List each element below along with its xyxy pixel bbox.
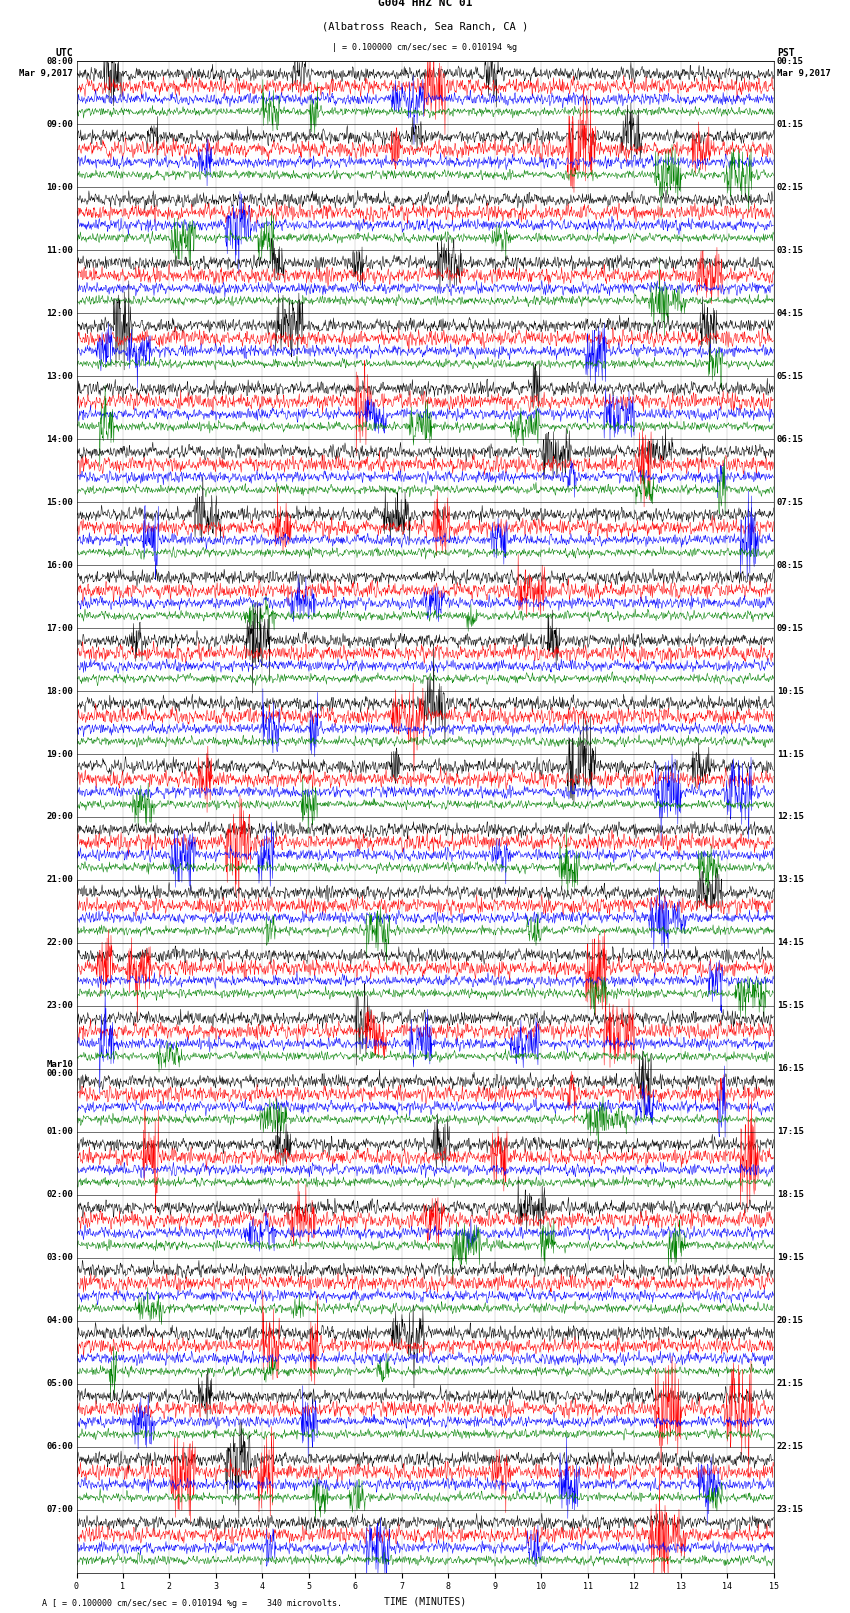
Text: 01:00: 01:00 <box>46 1127 73 1136</box>
Text: 03:00: 03:00 <box>46 1253 73 1263</box>
Text: Mar10
00:00: Mar10 00:00 <box>46 1060 73 1077</box>
Text: | = 0.100000 cm/sec/sec = 0.010194 %g: | = 0.100000 cm/sec/sec = 0.010194 %g <box>332 44 518 52</box>
Text: PST: PST <box>777 48 795 58</box>
Text: 15:15: 15:15 <box>777 1002 804 1010</box>
Text: 06:00: 06:00 <box>46 1442 73 1452</box>
Text: (Albatross Reach, Sea Ranch, CA ): (Albatross Reach, Sea Ranch, CA ) <box>322 21 528 31</box>
Text: 19:00: 19:00 <box>46 750 73 758</box>
Text: 16:00: 16:00 <box>46 561 73 569</box>
Text: 09:00: 09:00 <box>46 119 73 129</box>
Text: 01:15: 01:15 <box>777 119 804 129</box>
Text: 11:00: 11:00 <box>46 245 73 255</box>
Text: 23:15: 23:15 <box>777 1505 804 1515</box>
Text: 21:15: 21:15 <box>777 1379 804 1389</box>
Text: 00:15: 00:15 <box>777 56 804 66</box>
Text: 13:00: 13:00 <box>46 371 73 381</box>
Text: 03:15: 03:15 <box>777 245 804 255</box>
Text: 19:15: 19:15 <box>777 1253 804 1263</box>
Text: 15:00: 15:00 <box>46 498 73 506</box>
Text: 07:00: 07:00 <box>46 1505 73 1515</box>
Text: 22:00: 22:00 <box>46 939 73 947</box>
Text: 21:00: 21:00 <box>46 876 73 884</box>
Text: 14:15: 14:15 <box>777 939 804 947</box>
Text: 17:15: 17:15 <box>777 1127 804 1136</box>
Text: 05:15: 05:15 <box>777 371 804 381</box>
Text: A [ = 0.100000 cm/sec/sec = 0.010194 %g =    340 microvolts.: A [ = 0.100000 cm/sec/sec = 0.010194 %g … <box>42 1598 343 1608</box>
Text: 08:15: 08:15 <box>777 561 804 569</box>
Text: 05:00: 05:00 <box>46 1379 73 1389</box>
Text: 14:00: 14:00 <box>46 434 73 444</box>
Text: 02:00: 02:00 <box>46 1190 73 1200</box>
Text: 12:15: 12:15 <box>777 813 804 821</box>
Text: 20:15: 20:15 <box>777 1316 804 1326</box>
Text: Mar 9,2017: Mar 9,2017 <box>777 69 830 77</box>
Text: UTC: UTC <box>55 48 73 58</box>
Text: 18:00: 18:00 <box>46 687 73 695</box>
Text: 23:00: 23:00 <box>46 1002 73 1010</box>
Text: G004 HHZ NC 01: G004 HHZ NC 01 <box>377 0 473 8</box>
Text: 12:00: 12:00 <box>46 308 73 318</box>
Text: 13:15: 13:15 <box>777 876 804 884</box>
Text: 10:15: 10:15 <box>777 687 804 695</box>
Text: 08:00: 08:00 <box>46 56 73 66</box>
Text: 10:00: 10:00 <box>46 182 73 192</box>
Text: 16:15: 16:15 <box>777 1065 804 1073</box>
Text: 20:00: 20:00 <box>46 813 73 821</box>
Text: Mar 9,2017: Mar 9,2017 <box>20 69 73 77</box>
X-axis label: TIME (MINUTES): TIME (MINUTES) <box>384 1597 466 1607</box>
Text: 11:15: 11:15 <box>777 750 804 758</box>
Text: 17:00: 17:00 <box>46 624 73 632</box>
Text: 04:00: 04:00 <box>46 1316 73 1326</box>
Text: 02:15: 02:15 <box>777 182 804 192</box>
Text: 07:15: 07:15 <box>777 498 804 506</box>
Text: 18:15: 18:15 <box>777 1190 804 1200</box>
Text: 06:15: 06:15 <box>777 434 804 444</box>
Text: 04:15: 04:15 <box>777 308 804 318</box>
Text: 22:15: 22:15 <box>777 1442 804 1452</box>
Text: 09:15: 09:15 <box>777 624 804 632</box>
